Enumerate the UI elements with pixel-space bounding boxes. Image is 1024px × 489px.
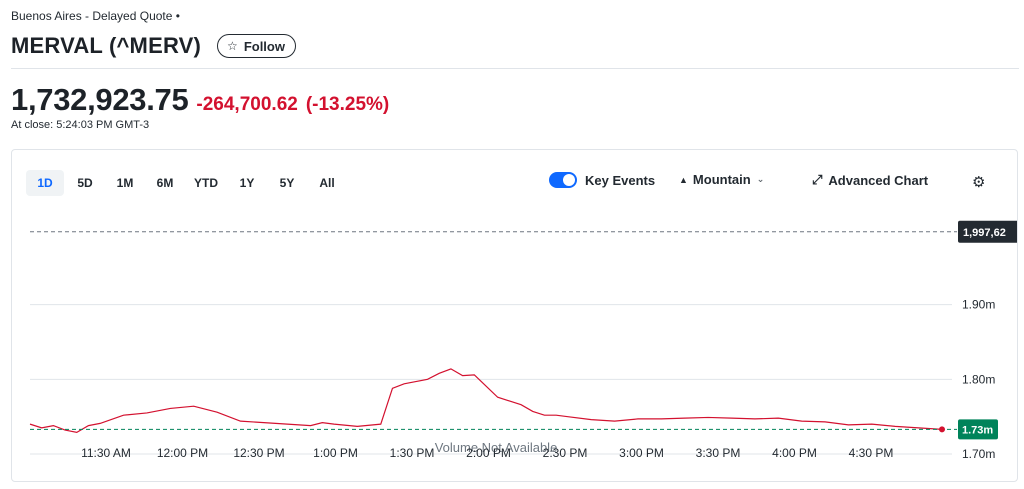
x-tick-label: 2:30 PM	[543, 446, 588, 460]
chart-card: 1.90m 1.80m 1.70m 1,997,62 1.73m Volume Not A…	[11, 149, 1018, 482]
x-tick-label: 12:00 PM	[157, 446, 208, 460]
current-price-label: 1.73m	[962, 424, 993, 436]
y-tick-label: 1.80m	[962, 372, 995, 386]
x-tick-label: 4:30 PM	[849, 446, 894, 460]
price-line	[29, 368, 943, 433]
prev-close-label: 1,997,62	[963, 227, 1006, 239]
price-value: 1,732,923.75	[11, 82, 189, 117]
y-tick-label: 1.90m	[962, 298, 995, 312]
range-tab-all[interactable]: All	[319, 176, 335, 190]
prev-close-tag	[958, 220, 1017, 243]
toggle-switch[interactable]	[549, 172, 577, 188]
range-tab-ytd[interactable]: YTD	[194, 176, 218, 190]
range-tab-5d[interactable]: 5D	[77, 176, 93, 190]
title-row: MERVAL (^MERV) ☆ Follow	[11, 33, 296, 59]
x-tick-label: 11:30 AM	[81, 446, 131, 460]
follow-button[interactable]: ☆ Follow	[217, 34, 296, 58]
exchange-label: Buenos Aires - Delayed Quote •	[11, 9, 180, 23]
current-price-tag	[958, 419, 998, 440]
page-title: MERVAL (^MERV)	[11, 33, 202, 58]
chart-type-dropdown[interactable]: ▲ Mountain ⌄	[679, 172, 764, 187]
chart-type-label: Mountain	[692, 172, 751, 187]
x-tick-label: 2:00 PM	[466, 446, 511, 460]
chevron-down-icon: ⌄	[756, 174, 765, 184]
key-events-toggle[interactable]: Key Events	[549, 172, 655, 188]
last-point-marker	[939, 426, 945, 433]
range-tabs: 1D 5D 1M 6M YTD 1Y 5Y All	[26, 170, 348, 196]
price-change-percent: (-13.25%)	[305, 94, 390, 115]
key-events-label: Key Events	[585, 172, 656, 188]
advanced-chart-label: Advanced Chart	[828, 172, 929, 188]
y-tick-label: 1.70m	[962, 447, 995, 461]
settings-gear-icon[interactable]: ⚙	[972, 174, 986, 191]
expand-icon: ⤢	[812, 172, 823, 187]
price-row: 1,732,923.75 -264,700.62 (-13.25%)	[11, 82, 389, 118]
range-tab-1d[interactable]: 1D	[26, 170, 64, 196]
x-tick-label: 1:30 PM	[390, 446, 435, 460]
toggle-knob	[563, 174, 575, 186]
x-tick-label: 1:00 PM	[313, 446, 358, 460]
header-divider	[11, 68, 1019, 69]
mountain-icon: ▲	[679, 174, 688, 185]
price-change: -264,700.62	[196, 94, 298, 115]
follow-label: Follow	[243, 38, 285, 54]
advanced-chart-button[interactable]: ⤢ Advanced Chart	[812, 172, 928, 188]
x-tick-label: 12:30 PM	[233, 446, 284, 460]
range-tab-5y[interactable]: 5Y	[279, 176, 295, 190]
x-tick-label: 4:00 PM	[772, 446, 817, 460]
range-tab-1y[interactable]: 1Y	[239, 176, 255, 190]
star-icon: ☆	[227, 39, 238, 53]
x-tick-label: 3:30 PM	[696, 446, 741, 460]
price-chart[interactable]: 1.90m 1.80m 1.70m 1,997,62 1.73m Volume Not A…	[12, 150, 1018, 482]
volume-not-available: Volume Not Available	[435, 440, 558, 455]
range-tab-1m[interactable]: 1M	[116, 176, 134, 190]
range-tab-6m[interactable]: 6M	[156, 176, 174, 190]
close-time: At close: 5:24:03 PM GMT-3	[11, 119, 150, 131]
x-tick-label: 3:00 PM	[619, 446, 664, 460]
